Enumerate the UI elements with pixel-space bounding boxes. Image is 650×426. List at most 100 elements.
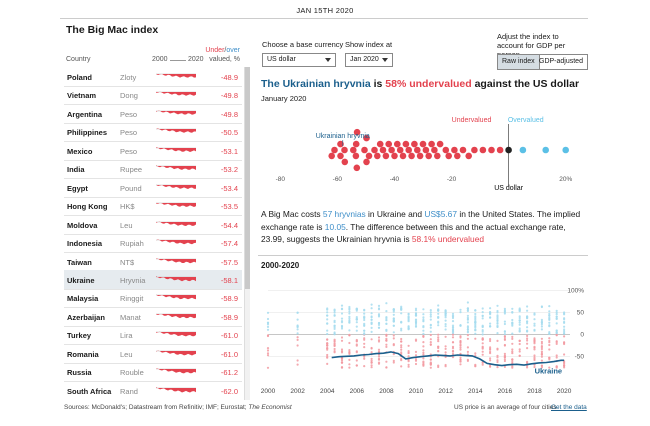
valuation-dot[interactable] bbox=[352, 152, 360, 160]
valuation-dot[interactable] bbox=[350, 146, 357, 154]
valuation-dot[interactable] bbox=[459, 146, 467, 154]
base-currency-select[interactable]: US dollar bbox=[262, 53, 336, 67]
valuation-dot[interactable] bbox=[416, 152, 424, 160]
currency-name: HK$ bbox=[120, 202, 135, 212]
valuation-dot[interactable] bbox=[374, 152, 381, 160]
valuation-dot[interactable] bbox=[341, 146, 348, 154]
valuation-dot[interactable] bbox=[419, 140, 427, 148]
sparkline bbox=[156, 294, 196, 300]
table-row[interactable]: Mexico Peso -53.1 bbox=[64, 141, 242, 161]
table-row[interactable]: Turkey Lira -61.0 bbox=[64, 325, 242, 346]
valuation-dot[interactable] bbox=[379, 146, 387, 154]
sparkline-area bbox=[156, 147, 196, 152]
table-row[interactable]: Russia Rouble -61.2 bbox=[64, 362, 242, 383]
table-row[interactable]: Indonesia Rupiah -57.4 bbox=[64, 233, 242, 254]
history-dot bbox=[466, 359, 469, 362]
table-row[interactable]: India Rupee -53.2 bbox=[64, 159, 242, 180]
valuation-dot[interactable] bbox=[382, 152, 390, 160]
valuation-dot[interactable] bbox=[399, 152, 407, 160]
table-row[interactable]: Moldova Leu -54.4 bbox=[64, 215, 242, 235]
valuation-dot[interactable] bbox=[411, 140, 418, 148]
table-row[interactable]: Poland Zloty -48.9 bbox=[64, 67, 242, 87]
valuation-dot[interactable] bbox=[431, 146, 438, 154]
history-dot bbox=[363, 316, 366, 320]
table-row[interactable]: Vietnam Dong -49.8 bbox=[64, 85, 242, 106]
list-scrollbar[interactable] bbox=[244, 67, 250, 400]
table-row[interactable]: Azerbaijan Manat -58.9 bbox=[64, 307, 242, 327]
get-data-link[interactable]: Get the data bbox=[551, 404, 587, 411]
valuation-dot[interactable] bbox=[454, 152, 461, 160]
table-row[interactable]: Philippines Peso -50.5 bbox=[64, 122, 242, 143]
history-dot bbox=[548, 343, 551, 347]
valuation-dot[interactable] bbox=[331, 146, 338, 154]
valuation-dot[interactable] bbox=[479, 146, 487, 154]
valuation-dot[interactable] bbox=[394, 140, 401, 148]
valuation-dot[interactable] bbox=[391, 152, 398, 160]
valuation-dot[interactable] bbox=[445, 152, 452, 160]
history-dot bbox=[414, 314, 418, 317]
valuation-dot[interactable] bbox=[353, 164, 361, 172]
valuation-dot[interactable] bbox=[562, 146, 569, 154]
valuation-dot[interactable] bbox=[371, 146, 378, 154]
valuation-dot[interactable] bbox=[352, 140, 360, 148]
table-row[interactable]: Ukraine Hryvnia -58.1 bbox=[64, 269, 242, 290]
table-row[interactable]: Taiwan NT$ -57.5 bbox=[64, 252, 242, 272]
valuation-dot[interactable] bbox=[376, 140, 384, 148]
valuation-dot[interactable] bbox=[353, 128, 361, 136]
get-data-link-text[interactable]: Get the data bbox=[551, 404, 587, 411]
history-dot bbox=[422, 326, 425, 329]
show-index-select[interactable]: Jan 2020 bbox=[345, 53, 393, 67]
valuation-dot[interactable] bbox=[337, 140, 344, 148]
history-dot bbox=[355, 329, 358, 332]
history-dot bbox=[392, 317, 395, 320]
valuation-dot[interactable] bbox=[442, 146, 450, 154]
history-dot bbox=[266, 354, 270, 357]
table-row[interactable]: Hong Kong HK$ -53.5 bbox=[64, 196, 242, 217]
valuation-dot[interactable] bbox=[361, 146, 368, 154]
history-dot bbox=[496, 322, 499, 325]
raw-index-button[interactable]: Raw index bbox=[497, 54, 540, 70]
valuation-dot[interactable] bbox=[465, 152, 472, 160]
valuation-dot[interactable] bbox=[385, 140, 392, 148]
valuation-dot[interactable] bbox=[428, 140, 435, 148]
valuation-dot[interactable] bbox=[436, 140, 444, 148]
history-dot bbox=[511, 342, 514, 345]
valuation-dot[interactable] bbox=[542, 146, 549, 154]
valuation-dot[interactable] bbox=[414, 146, 421, 154]
currency-name: Rupiah bbox=[120, 239, 144, 249]
table-row[interactable]: Malaysia Ringgit -58.9 bbox=[64, 288, 242, 309]
valuation-dot[interactable] bbox=[422, 146, 430, 154]
history-dot bbox=[392, 324, 395, 327]
valuation-value: -62.0 bbox=[220, 386, 238, 396]
valuation-dot[interactable] bbox=[408, 152, 415, 160]
valuation-dot[interactable] bbox=[496, 146, 504, 154]
gdp-adjusted-button[interactable]: GDP-adjusted bbox=[535, 54, 588, 70]
country-list[interactable]: Poland Zloty -48.9 Vietnam Dong -49.8 Argentin… bbox=[64, 67, 250, 400]
valuation-dot[interactable] bbox=[363, 134, 370, 142]
valuation-dot[interactable] bbox=[402, 140, 410, 148]
valuation-dot[interactable] bbox=[471, 146, 478, 154]
valuation-dot[interactable] bbox=[363, 158, 370, 166]
history-dot bbox=[563, 328, 566, 331]
table-row[interactable]: Argentina Peso -49.8 bbox=[64, 104, 242, 124]
valuation-dot[interactable] bbox=[341, 158, 349, 166]
valuation-dot[interactable] bbox=[488, 146, 495, 154]
history-dot bbox=[533, 324, 536, 327]
valuation-dot[interactable] bbox=[434, 152, 441, 160]
valuation-dot[interactable] bbox=[365, 152, 373, 160]
valuation-dot[interactable] bbox=[519, 146, 527, 154]
history-dot bbox=[363, 365, 366, 368]
valuation-dot[interactable] bbox=[388, 146, 395, 154]
table-row[interactable]: Egypt Pound -53.4 bbox=[64, 178, 242, 198]
valuation-dot[interactable] bbox=[328, 152, 335, 160]
valuation-dot[interactable] bbox=[451, 146, 458, 154]
valuation-dot[interactable] bbox=[405, 146, 412, 154]
table-row[interactable]: South Africa Rand -62.0 bbox=[64, 381, 242, 400]
valuation-dot[interactable] bbox=[396, 146, 404, 154]
valuation-dot[interactable] bbox=[337, 152, 344, 160]
valuation-dot[interactable] bbox=[425, 152, 432, 160]
valuation-dot[interactable] bbox=[505, 146, 512, 154]
scrollbar-thumb[interactable] bbox=[245, 67, 250, 289]
table-row[interactable]: Romania Leu -61.0 bbox=[64, 344, 242, 364]
history-dot bbox=[377, 336, 381, 339]
